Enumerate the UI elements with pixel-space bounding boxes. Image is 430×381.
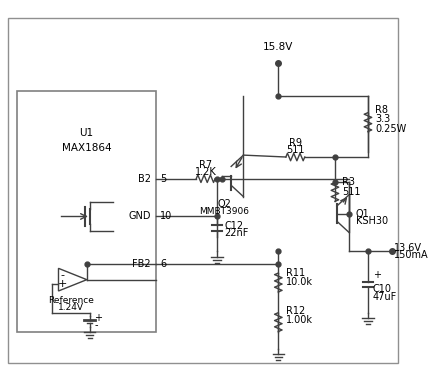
Text: Reference: Reference xyxy=(48,296,94,305)
Text: 5: 5 xyxy=(160,174,167,184)
Text: Q2: Q2 xyxy=(218,199,231,209)
Text: 511: 511 xyxy=(342,187,361,197)
Text: MAX1864: MAX1864 xyxy=(61,142,111,152)
Text: +: + xyxy=(58,279,67,290)
Text: 1.24V: 1.24V xyxy=(58,303,84,312)
Text: 22nF: 22nF xyxy=(224,229,249,239)
Text: B2: B2 xyxy=(138,174,151,184)
Text: 47uF: 47uF xyxy=(373,291,397,302)
Text: -: - xyxy=(60,270,64,280)
Text: 10.0k: 10.0k xyxy=(286,277,313,288)
Text: 6: 6 xyxy=(160,259,166,269)
Text: R7: R7 xyxy=(199,160,212,170)
Text: -: - xyxy=(94,320,98,330)
Text: 10: 10 xyxy=(160,211,172,221)
Text: C12: C12 xyxy=(224,221,244,231)
Text: R9: R9 xyxy=(289,138,302,148)
Text: 150mA: 150mA xyxy=(394,250,429,260)
Text: FB2: FB2 xyxy=(132,259,151,269)
Text: C10: C10 xyxy=(373,284,392,294)
Text: 1.2K: 1.2K xyxy=(195,167,217,177)
Text: 1.00k: 1.00k xyxy=(286,315,313,325)
Text: GND: GND xyxy=(129,211,151,221)
Text: +: + xyxy=(94,313,102,323)
Text: R11: R11 xyxy=(286,268,305,278)
Text: KSH30: KSH30 xyxy=(356,216,388,226)
Text: 15.8V: 15.8V xyxy=(263,42,294,51)
Text: MMBT3906: MMBT3906 xyxy=(200,207,249,216)
Text: R3: R3 xyxy=(342,178,356,187)
Text: 13.6V: 13.6V xyxy=(394,243,422,253)
Text: 511: 511 xyxy=(286,146,304,155)
Text: 3.3: 3.3 xyxy=(375,114,391,124)
Text: R8: R8 xyxy=(375,105,388,115)
Text: R12: R12 xyxy=(286,306,305,316)
Text: +: + xyxy=(373,270,381,280)
Text: Q1: Q1 xyxy=(356,209,369,219)
Text: U1: U1 xyxy=(79,128,93,138)
Text: 0.25W: 0.25W xyxy=(375,124,407,134)
